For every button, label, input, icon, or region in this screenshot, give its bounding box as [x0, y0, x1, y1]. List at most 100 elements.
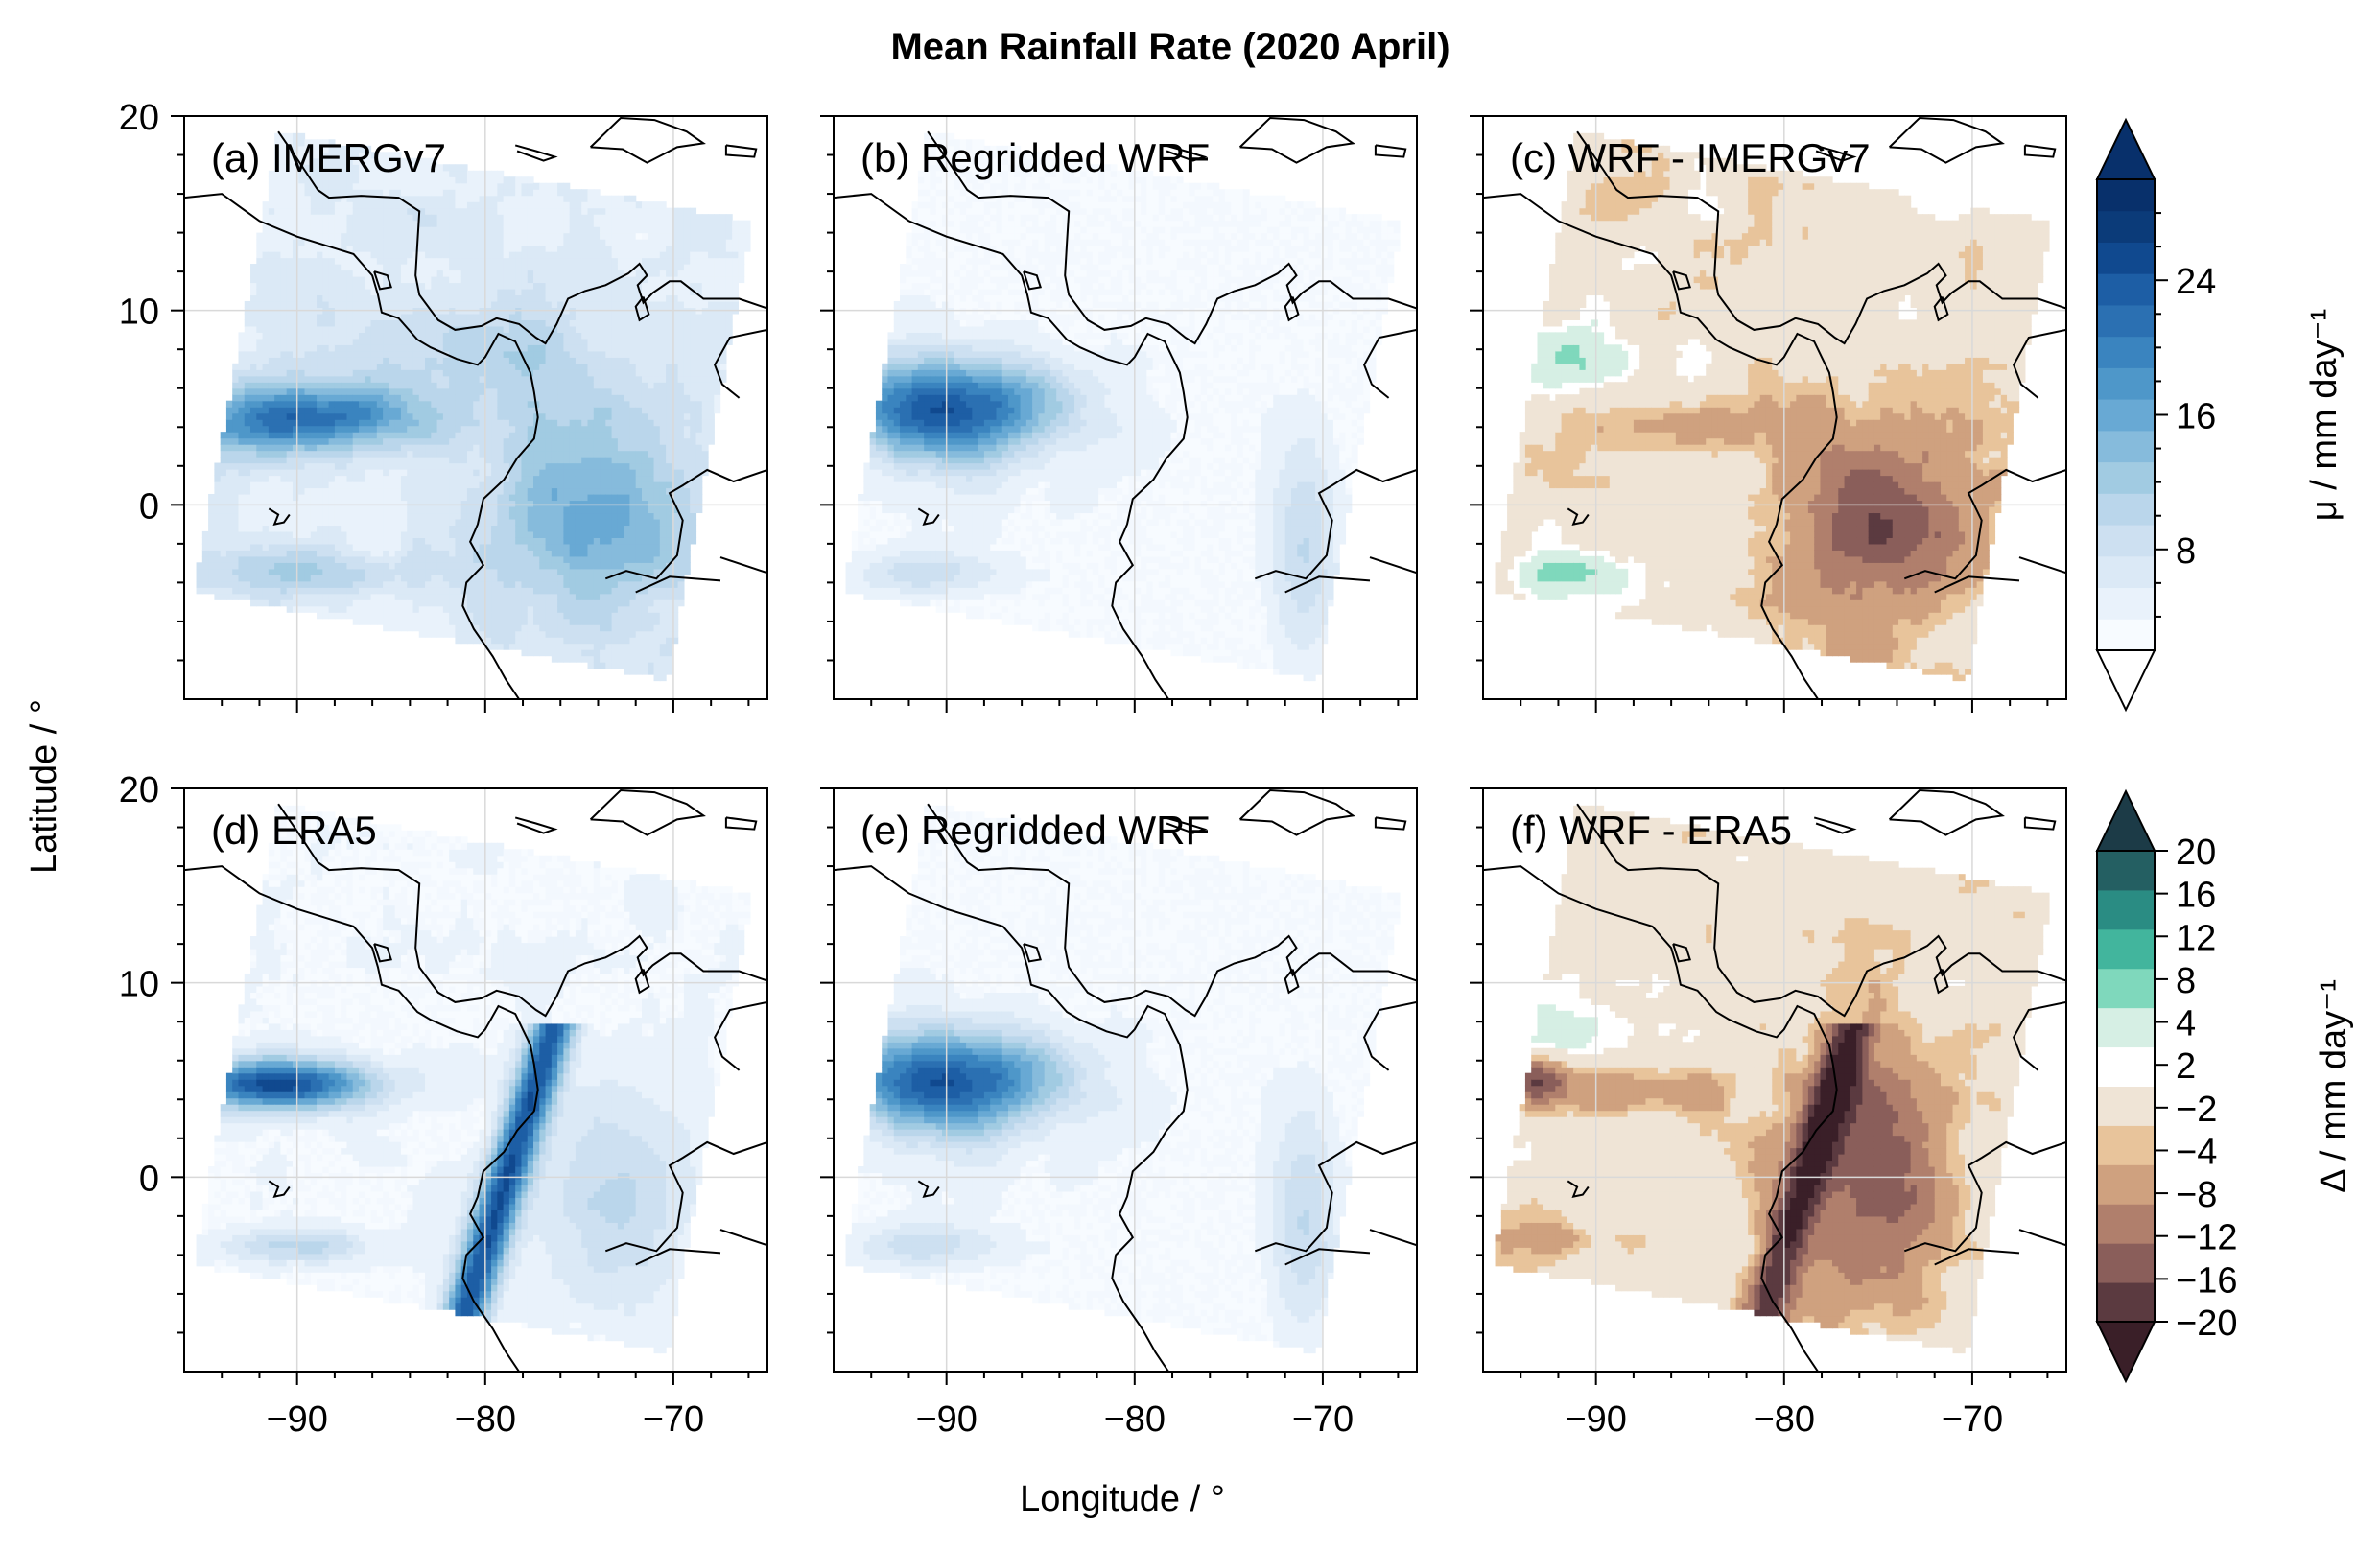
heat-cell: [274, 469, 282, 477]
heat-cell: [220, 568, 227, 575]
heat-cell: [317, 319, 323, 327]
heat-cell: [551, 264, 558, 271]
heat-cell: [346, 568, 354, 575]
heat-cell: [286, 182, 294, 190]
heat-cell: [515, 612, 523, 620]
heat-cell: [274, 394, 282, 402]
heat-cell: [322, 350, 330, 358]
heat-cell: [557, 282, 564, 290]
heat-cell: [220, 432, 227, 439]
heat-cell: [400, 437, 408, 445]
heat-cell: [473, 270, 481, 277]
heat-cell: [436, 481, 444, 489]
heat-cell: [407, 257, 414, 265]
heat-cell: [466, 232, 474, 240]
heat-cell: [521, 457, 529, 464]
heat-cell: [418, 400, 426, 408]
heat-cell: [473, 575, 481, 582]
heat-cell: [527, 375, 534, 383]
heat-cell: [292, 332, 299, 340]
heat-cell: [328, 475, 336, 482]
heat-cell: [587, 412, 595, 420]
heat-cell: [557, 257, 564, 265]
heat-cell: [298, 245, 306, 252]
heat-cell: [244, 587, 251, 595]
heat-cell: [225, 450, 233, 458]
heat-cell: [334, 394, 342, 402]
heat-cell: [238, 518, 246, 527]
heat-cell: [286, 257, 294, 265]
heat-cell: [515, 239, 523, 246]
heat-cell: [460, 207, 468, 215]
heat-cell: [593, 575, 601, 582]
heat-cell: [383, 469, 389, 477]
heatmap: [196, 132, 751, 682]
heat-cell: [232, 375, 240, 383]
heat-cell: [436, 630, 444, 638]
heat-cell: [515, 487, 523, 495]
heat-cell: [600, 605, 606, 613]
heat-cell: [280, 251, 288, 259]
heat-cell: [280, 487, 288, 495]
heat-cell: [563, 257, 571, 265]
heat-cell: [425, 176, 432, 184]
heat-cell: [503, 605, 510, 613]
heat-cell: [322, 239, 330, 246]
heat-cell: [268, 319, 275, 327]
heat-cell: [304, 487, 312, 495]
heat-cell: [268, 214, 275, 222]
heat-cell: [298, 145, 306, 153]
heat-cell: [370, 432, 378, 439]
heat-cell: [370, 344, 378, 352]
heat-cell: [365, 357, 372, 364]
heat-cell: [389, 437, 396, 445]
heat-cell: [262, 543, 270, 551]
heat-cell: [600, 419, 606, 427]
heat-cell: [280, 313, 288, 320]
heat-cell: [389, 543, 396, 551]
heat-cell: [214, 555, 222, 563]
heat-cell: [244, 325, 251, 333]
heat-cell: [431, 294, 438, 302]
heat-cell: [376, 550, 384, 557]
heat-cell: [334, 214, 342, 222]
heat-cell: [268, 282, 275, 290]
heat-cell: [533, 462, 540, 470]
heat-cell: [376, 226, 384, 234]
heat-cell: [383, 182, 389, 190]
heat-cell: [383, 282, 389, 290]
heat-cell: [232, 587, 240, 595]
heat-cell: [442, 599, 450, 607]
heat-cell: [317, 432, 323, 439]
heat-cell: [515, 363, 523, 370]
heat-cell: [473, 543, 481, 551]
heat-cell: [551, 457, 558, 464]
heat-cell: [232, 555, 240, 563]
heat-cell: [497, 182, 505, 190]
heat-cell: [545, 182, 553, 190]
heat-cell: [527, 605, 534, 613]
heat-cell: [515, 437, 523, 445]
heat-cell: [250, 412, 257, 420]
heat-cell: [539, 182, 547, 190]
heat-cell: [394, 605, 402, 613]
heat-cell: [322, 437, 330, 445]
heat-cell: [455, 189, 462, 197]
heat-cell: [624, 469, 631, 477]
heat-cell: [431, 419, 438, 427]
heat-cell: [292, 500, 299, 507]
heat-cell: [400, 164, 408, 172]
heat-cell: [449, 412, 457, 420]
heat-cell: [436, 264, 444, 271]
heat-cell: [286, 294, 294, 302]
heat-cell: [563, 387, 571, 395]
heat-cell: [575, 437, 582, 445]
heat-cell: [317, 332, 323, 340]
heat-cell: [521, 575, 529, 582]
heat-cell: [365, 419, 372, 427]
heat-cell: [292, 469, 299, 477]
heat-cell: [310, 369, 318, 377]
heat-cell: [274, 182, 282, 190]
heat-cell: [292, 437, 299, 445]
heat-cell: [557, 382, 564, 389]
